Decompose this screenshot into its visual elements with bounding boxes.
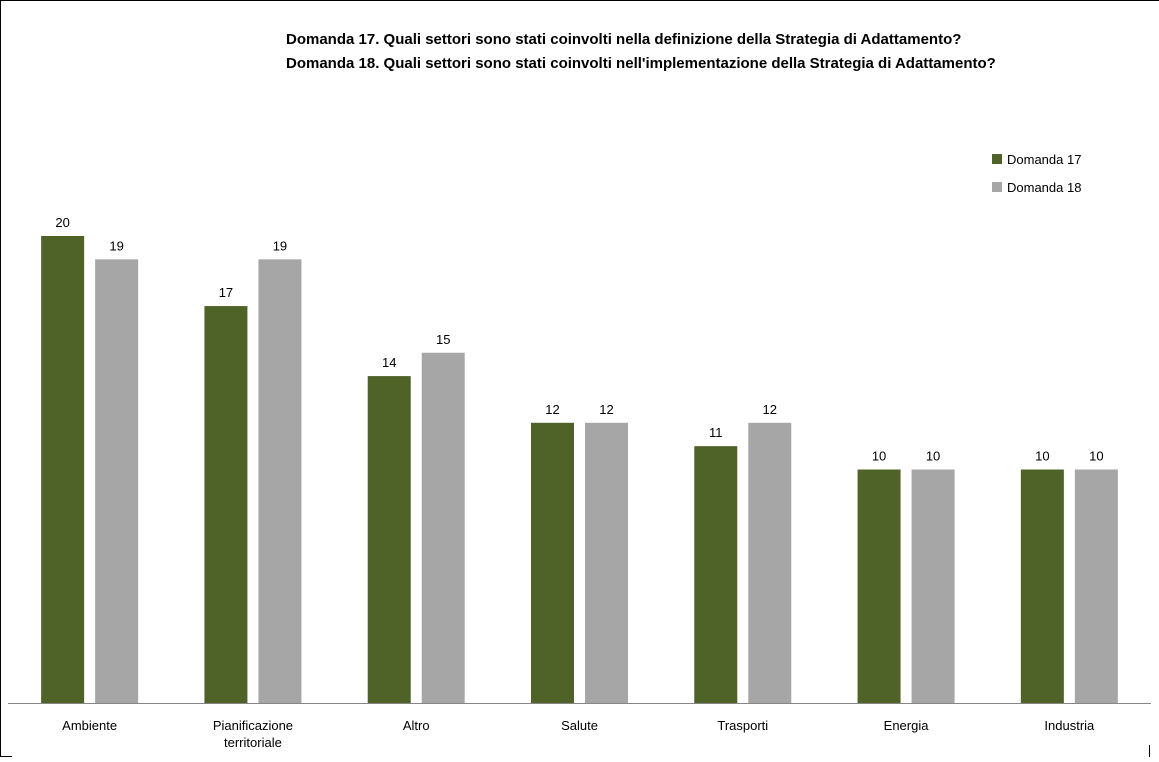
data-label-2-4: 12	[599, 402, 613, 417]
data-label-2-6: 10	[926, 449, 940, 464]
x-tick-label-7: Industria	[1044, 718, 1095, 733]
bar-2-5	[748, 422, 792, 703]
data-label-1-6: 10	[872, 449, 886, 464]
data-label-1-4: 12	[545, 402, 559, 417]
bars-group	[41, 236, 1118, 703]
data-label-1-5: 11	[709, 425, 723, 440]
bar-1-5	[694, 446, 738, 703]
x-tick-label-line: Pianificazione	[213, 718, 293, 733]
data-labels-group: 20 19 17 19 14 15 12 12 11 12 10 10 10 10	[55, 215, 1103, 464]
chart-title: Domanda 17. Quali settori sono stati coi…	[286, 31, 996, 72]
data-label-1-1: 20	[55, 215, 69, 230]
x-tick-label-line: Salute	[561, 718, 598, 733]
x-tick-label-2: Pianificazione territoriale	[213, 718, 293, 750]
chart-legend: Domanda 17 Domanda 18	[992, 152, 1081, 195]
bar-2-1	[95, 259, 139, 703]
legend-swatch-2	[992, 182, 1002, 192]
bar-2-6	[911, 469, 955, 703]
data-label-2-1: 19	[109, 238, 123, 253]
data-label-1-7: 10	[1035, 449, 1049, 464]
bar-1-6	[857, 469, 901, 703]
data-label-2-7: 10	[1089, 449, 1103, 464]
data-label-2-3: 15	[436, 332, 450, 347]
x-tick-label-line: Energia	[884, 718, 930, 733]
x-axis: Ambiente Pianificazione territoriale Altro S…	[8, 703, 1151, 750]
bar-1-4	[531, 422, 574, 703]
x-tick-label-line: territoriale	[224, 735, 282, 750]
data-label-2-2: 19	[273, 238, 287, 253]
legend-swatch-1	[992, 154, 1002, 164]
legend-label-1: Domanda 17	[1007, 152, 1081, 167]
x-tick-label-5: Trasporti	[717, 718, 768, 733]
x-tick-label-6: Energia	[884, 718, 930, 733]
bar-1-2	[204, 306, 248, 703]
x-tick-label-line: Altro	[403, 718, 430, 733]
bar-2-4	[585, 422, 628, 703]
x-tick-label-4: Salute	[561, 718, 598, 733]
chart-title-line-1: Domanda 17. Quali settori sono stati coi…	[286, 31, 961, 48]
data-label-2-5: 12	[763, 402, 777, 417]
data-label-1-2: 17	[219, 285, 233, 300]
bar-2-3	[421, 352, 465, 703]
bar-2-7	[1074, 469, 1118, 703]
bar-1-3	[367, 376, 411, 703]
x-tick-label-line: Ambiente	[62, 718, 117, 733]
x-tick-label-line: Industria	[1044, 718, 1095, 733]
x-tick-label-1: Ambiente	[62, 718, 117, 733]
x-tick-label-3: Altro	[403, 718, 430, 733]
data-label-1-3: 14	[382, 355, 396, 370]
x-tick-label-line: Trasporti	[717, 718, 768, 733]
bar-1-7	[1020, 469, 1064, 703]
chart-title-line-2: Domanda 18. Quali settori sono stati coi…	[286, 55, 996, 72]
legend-label-2: Domanda 18	[1007, 180, 1081, 195]
bar-2-2	[258, 259, 302, 703]
bar-1-1	[41, 236, 85, 703]
